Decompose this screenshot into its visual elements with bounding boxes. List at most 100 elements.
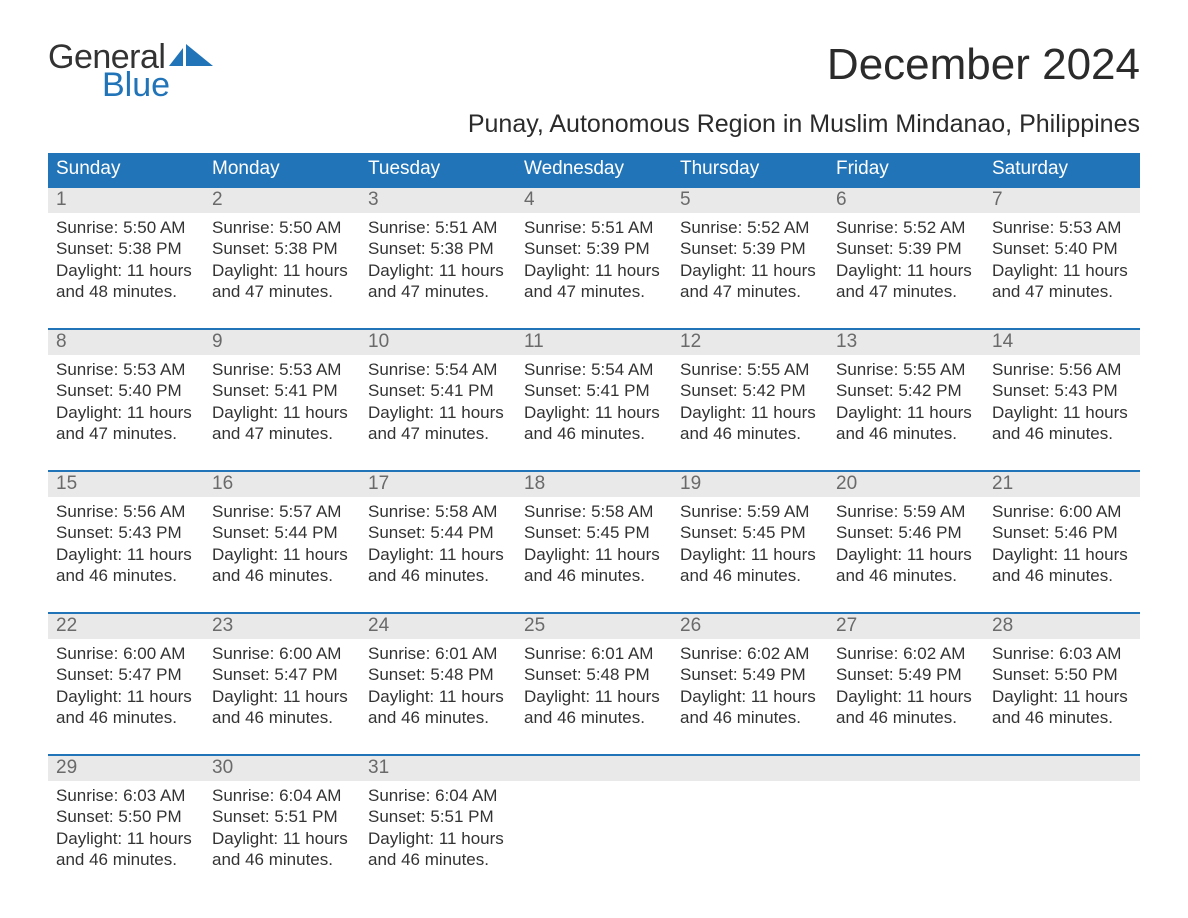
sunrise-text: Sunrise: 6:01 AM	[524, 643, 664, 664]
daylight-text-line1: Daylight: 11 hours	[56, 828, 196, 849]
sunrise-text: Sunrise: 6:02 AM	[680, 643, 820, 664]
daylight-text-line2: and 47 minutes.	[212, 281, 352, 302]
day-cell: Sunrise: 5:59 AMSunset: 5:46 PMDaylight:…	[828, 497, 984, 592]
sunset-text: Sunset: 5:43 PM	[56, 522, 196, 543]
daylight-text-line2: and 46 minutes.	[368, 849, 508, 870]
day-number: 26	[672, 614, 828, 639]
dow-cell: Friday	[828, 153, 984, 186]
daylight-text-line2: and 47 minutes.	[836, 281, 976, 302]
sunrise-text: Sunrise: 5:52 AM	[836, 217, 976, 238]
sunset-text: Sunset: 5:41 PM	[368, 380, 508, 401]
day-number: 24	[360, 614, 516, 639]
daylight-text-line2: and 46 minutes.	[680, 565, 820, 586]
day-number	[672, 756, 828, 781]
sunrise-text: Sunrise: 5:54 AM	[524, 359, 664, 380]
logo-text-blue: Blue	[102, 68, 213, 102]
sunrise-text: Sunrise: 6:00 AM	[992, 501, 1132, 522]
sunset-text: Sunset: 5:45 PM	[524, 522, 664, 543]
page-title: December 2024	[827, 40, 1140, 90]
calendar-week: 22232425262728Sunrise: 6:00 AMSunset: 5:…	[48, 612, 1140, 734]
day-number: 1	[48, 188, 204, 213]
sunset-text: Sunset: 5:42 PM	[680, 380, 820, 401]
daylight-text-line1: Daylight: 11 hours	[212, 402, 352, 423]
daylight-text-line2: and 46 minutes.	[212, 707, 352, 728]
day-number: 21	[984, 472, 1140, 497]
sunset-text: Sunset: 5:48 PM	[368, 664, 508, 685]
day-cell: Sunrise: 5:55 AMSunset: 5:42 PMDaylight:…	[672, 355, 828, 450]
location-subtitle: Punay, Autonomous Region in Muslim Minda…	[48, 110, 1140, 139]
day-cell: Sunrise: 6:01 AMSunset: 5:48 PMDaylight:…	[360, 639, 516, 734]
daylight-text-line1: Daylight: 11 hours	[992, 260, 1132, 281]
calendar: SundayMondayTuesdayWednesdayThursdayFrid…	[48, 153, 1140, 876]
daylight-text-line2: and 46 minutes.	[524, 423, 664, 444]
daylight-text-line2: and 46 minutes.	[212, 565, 352, 586]
sunset-text: Sunset: 5:41 PM	[524, 380, 664, 401]
daylight-text-line1: Daylight: 11 hours	[56, 260, 196, 281]
daylight-text-line2: and 47 minutes.	[992, 281, 1132, 302]
sunset-text: Sunset: 5:44 PM	[368, 522, 508, 543]
daylight-text-line2: and 47 minutes.	[368, 281, 508, 302]
sunset-text: Sunset: 5:40 PM	[992, 238, 1132, 259]
day-cell: Sunrise: 6:03 AMSunset: 5:50 PMDaylight:…	[984, 639, 1140, 734]
day-cell: Sunrise: 6:04 AMSunset: 5:51 PMDaylight:…	[360, 781, 516, 876]
daylight-text-line1: Daylight: 11 hours	[212, 686, 352, 707]
daylight-text-line2: and 46 minutes.	[836, 423, 976, 444]
day-cell: Sunrise: 6:04 AMSunset: 5:51 PMDaylight:…	[204, 781, 360, 876]
day-number: 23	[204, 614, 360, 639]
day-cell: Sunrise: 5:50 AMSunset: 5:38 PMDaylight:…	[204, 213, 360, 308]
daylight-text-line2: and 46 minutes.	[680, 423, 820, 444]
daylight-text-line1: Daylight: 11 hours	[836, 260, 976, 281]
sunrise-text: Sunrise: 6:00 AM	[56, 643, 196, 664]
daylight-text-line1: Daylight: 11 hours	[524, 544, 664, 565]
daylight-text-line2: and 46 minutes.	[680, 707, 820, 728]
day-number: 10	[360, 330, 516, 355]
day-number	[828, 756, 984, 781]
day-number: 3	[360, 188, 516, 213]
day-number: 27	[828, 614, 984, 639]
day-number: 12	[672, 330, 828, 355]
dow-cell: Thursday	[672, 153, 828, 186]
sunrise-text: Sunrise: 6:04 AM	[368, 785, 508, 806]
day-number: 15	[48, 472, 204, 497]
dow-cell: Monday	[204, 153, 360, 186]
sunrise-text: Sunrise: 5:59 AM	[680, 501, 820, 522]
sunset-text: Sunset: 5:39 PM	[524, 238, 664, 259]
calendar-week: 15161718192021Sunrise: 5:56 AMSunset: 5:…	[48, 470, 1140, 592]
day-number: 17	[360, 472, 516, 497]
daylight-text-line2: and 46 minutes.	[368, 707, 508, 728]
day-number: 14	[984, 330, 1140, 355]
day-number: 11	[516, 330, 672, 355]
day-number: 5	[672, 188, 828, 213]
day-number: 9	[204, 330, 360, 355]
daylight-text-line1: Daylight: 11 hours	[212, 260, 352, 281]
sunset-text: Sunset: 5:47 PM	[212, 664, 352, 685]
daylight-text-line2: and 47 minutes.	[368, 423, 508, 444]
daylight-text-line2: and 46 minutes.	[992, 423, 1132, 444]
sunset-text: Sunset: 5:40 PM	[56, 380, 196, 401]
day-cell: Sunrise: 5:53 AMSunset: 5:40 PMDaylight:…	[984, 213, 1140, 308]
daylight-text-line1: Daylight: 11 hours	[368, 402, 508, 423]
dow-cell: Tuesday	[360, 153, 516, 186]
daylight-text-line1: Daylight: 11 hours	[212, 544, 352, 565]
sunset-text: Sunset: 5:41 PM	[212, 380, 352, 401]
sunset-text: Sunset: 5:45 PM	[680, 522, 820, 543]
sunrise-text: Sunrise: 5:58 AM	[524, 501, 664, 522]
day-number: 22	[48, 614, 204, 639]
sunset-text: Sunset: 5:51 PM	[368, 806, 508, 827]
day-cell: Sunrise: 5:59 AMSunset: 5:45 PMDaylight:…	[672, 497, 828, 592]
day-number: 6	[828, 188, 984, 213]
sunrise-text: Sunrise: 5:58 AM	[368, 501, 508, 522]
dow-cell: Wednesday	[516, 153, 672, 186]
sunrise-text: Sunrise: 5:59 AM	[836, 501, 976, 522]
daylight-text-line1: Daylight: 11 hours	[836, 686, 976, 707]
daylight-text-line2: and 48 minutes.	[56, 281, 196, 302]
sunrise-text: Sunrise: 5:57 AM	[212, 501, 352, 522]
daylight-text-line1: Daylight: 11 hours	[992, 686, 1132, 707]
daylight-text-line2: and 46 minutes.	[56, 565, 196, 586]
sunrise-text: Sunrise: 5:50 AM	[56, 217, 196, 238]
dow-cell: Saturday	[984, 153, 1140, 186]
sunrise-text: Sunrise: 5:53 AM	[212, 359, 352, 380]
daylight-text-line2: and 46 minutes.	[368, 565, 508, 586]
sunrise-text: Sunrise: 5:51 AM	[368, 217, 508, 238]
daylight-text-line1: Daylight: 11 hours	[56, 544, 196, 565]
